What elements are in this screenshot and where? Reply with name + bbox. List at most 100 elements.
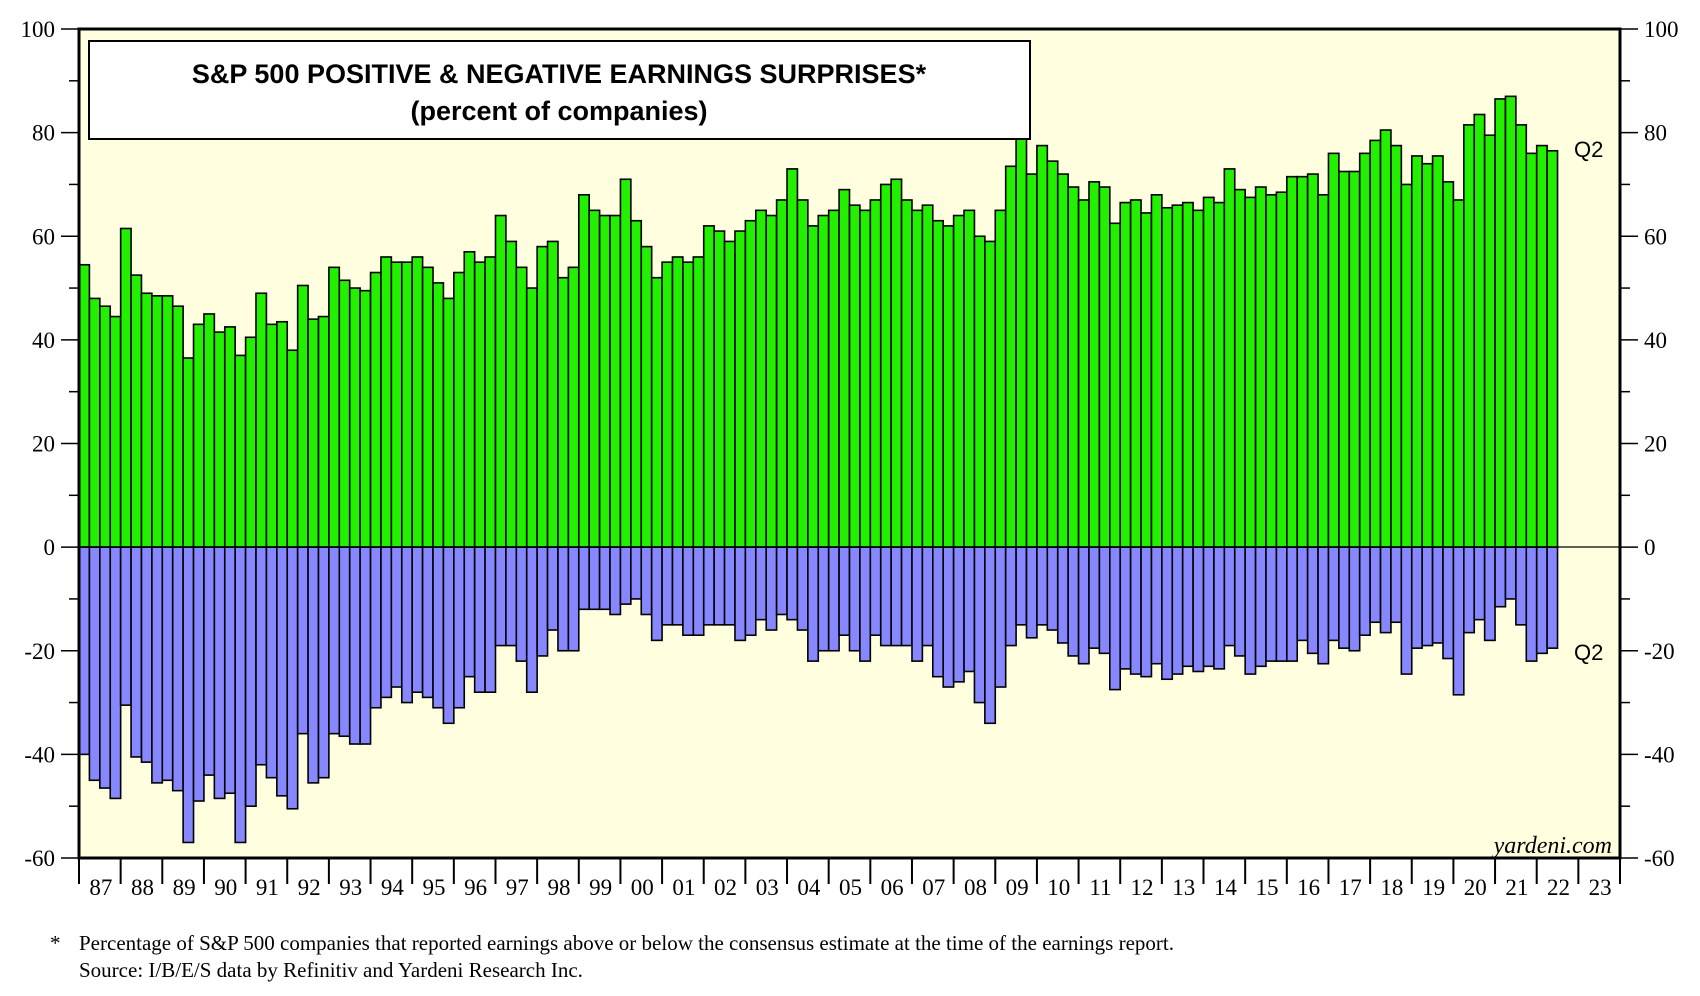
positive-bar [546, 240, 559, 548]
negative-bar [192, 546, 205, 802]
negative-bar [1077, 546, 1090, 665]
x-tick-label: 09 [1006, 875, 1029, 900]
negative-bar [1129, 546, 1142, 675]
x-tick-label: 14 [1214, 875, 1238, 900]
negative-bar [900, 546, 913, 647]
x-tick-label: 05 [839, 875, 862, 900]
positive-bar [1233, 188, 1246, 548]
positive-bar [1192, 209, 1205, 548]
negative-bar [473, 546, 486, 693]
positive-bar [879, 183, 892, 548]
positive-bar [1296, 175, 1309, 548]
positive-last-label: Q2 [1574, 137, 1603, 162]
positive-bar [536, 245, 549, 548]
x-tick-label: 01 [672, 875, 695, 900]
positive-bar [1452, 199, 1465, 548]
positive-bar [182, 357, 195, 548]
negative-bar [723, 546, 736, 626]
positive-bar [630, 219, 643, 548]
x-tick-label: 08 [964, 875, 987, 900]
negative-bar [786, 546, 799, 621]
negative-bar [400, 546, 413, 704]
negative-bar [911, 546, 924, 662]
positive-bar [192, 323, 205, 548]
x-tick-label: 94 [381, 875, 405, 900]
negative-bar [1098, 546, 1111, 655]
negative-bar [244, 546, 257, 807]
positive-bar [380, 256, 393, 548]
positive-bar [1483, 134, 1496, 548]
x-tick-label: 13 [1172, 875, 1195, 900]
negative-bar [1390, 546, 1403, 624]
negative-bar [807, 546, 820, 662]
negative-bar [734, 546, 747, 642]
positive-bar [1036, 144, 1049, 548]
negative-bar [255, 546, 268, 766]
positive-bar [1348, 170, 1361, 548]
positive-bar [921, 204, 934, 548]
positive-bar [1306, 173, 1319, 548]
positive-bar [276, 320, 289, 548]
negative-bar [1213, 546, 1226, 670]
positive-bar [848, 204, 861, 548]
negative-bar [1410, 546, 1423, 649]
positive-bar [307, 318, 320, 548]
positive-bar [328, 266, 341, 548]
positive-bar [151, 295, 164, 548]
footnote-source: Source: I/B/E/S data by Refinitiv and Ya… [79, 958, 583, 982]
negative-bar [78, 546, 91, 756]
negative-bar [1504, 546, 1517, 600]
y-tick-label-left: 40 [32, 328, 55, 353]
negative-bar [869, 546, 882, 637]
negative-bar [671, 546, 684, 626]
positive-bar [255, 292, 268, 548]
negative-bar [265, 546, 278, 779]
negative-bar [1015, 546, 1028, 626]
negative-bar [151, 546, 164, 784]
negative-bar [119, 546, 132, 706]
negative-bar [88, 546, 101, 782]
positive-bar [1525, 152, 1538, 548]
x-tick-label: 12 [1131, 875, 1154, 900]
positive-bar [1442, 181, 1455, 548]
y-tick-label-left: 100 [21, 17, 56, 42]
positive-bar [734, 230, 747, 548]
negative-bar [1296, 546, 1309, 642]
negative-bar [1452, 546, 1465, 696]
x-tick-label: 06 [881, 875, 904, 900]
negative-bar [609, 546, 622, 616]
negative-bar [317, 546, 330, 779]
negative-bar [1525, 546, 1538, 662]
x-tick-label: 21 [1505, 875, 1528, 900]
positive-bar [1286, 175, 1299, 548]
positive-bar [1338, 170, 1351, 548]
positive-bar [1046, 160, 1059, 548]
positive-bar [286, 349, 299, 548]
positive-bar [1161, 206, 1174, 548]
x-tick-label: 02 [714, 875, 737, 900]
x-tick-label: 92 [298, 875, 321, 900]
negative-bar [286, 546, 299, 810]
x-tick-label: 19 [1422, 875, 1445, 900]
positive-bar [473, 261, 486, 548]
negative-bar [859, 546, 872, 662]
negative-bar [557, 546, 570, 652]
negative-bar [1244, 546, 1257, 675]
positive-bar [505, 240, 518, 548]
x-tick-label: 22 [1547, 875, 1570, 900]
positive-bar [838, 188, 851, 548]
negative-bar [1265, 546, 1278, 662]
positive-bar [1515, 124, 1528, 548]
negative-bar [421, 546, 434, 699]
positive-bar [1213, 201, 1226, 548]
negative-bar [567, 546, 580, 652]
negative-bar [1275, 546, 1288, 662]
positive-bar [1025, 173, 1038, 548]
negative-bar [1442, 546, 1455, 660]
positive-bar [796, 199, 809, 548]
positive-bar [1202, 196, 1215, 548]
negative-bar [713, 546, 726, 626]
positive-bar [1431, 155, 1444, 548]
negative-bar [1088, 546, 1101, 649]
negative-bar [369, 546, 382, 709]
